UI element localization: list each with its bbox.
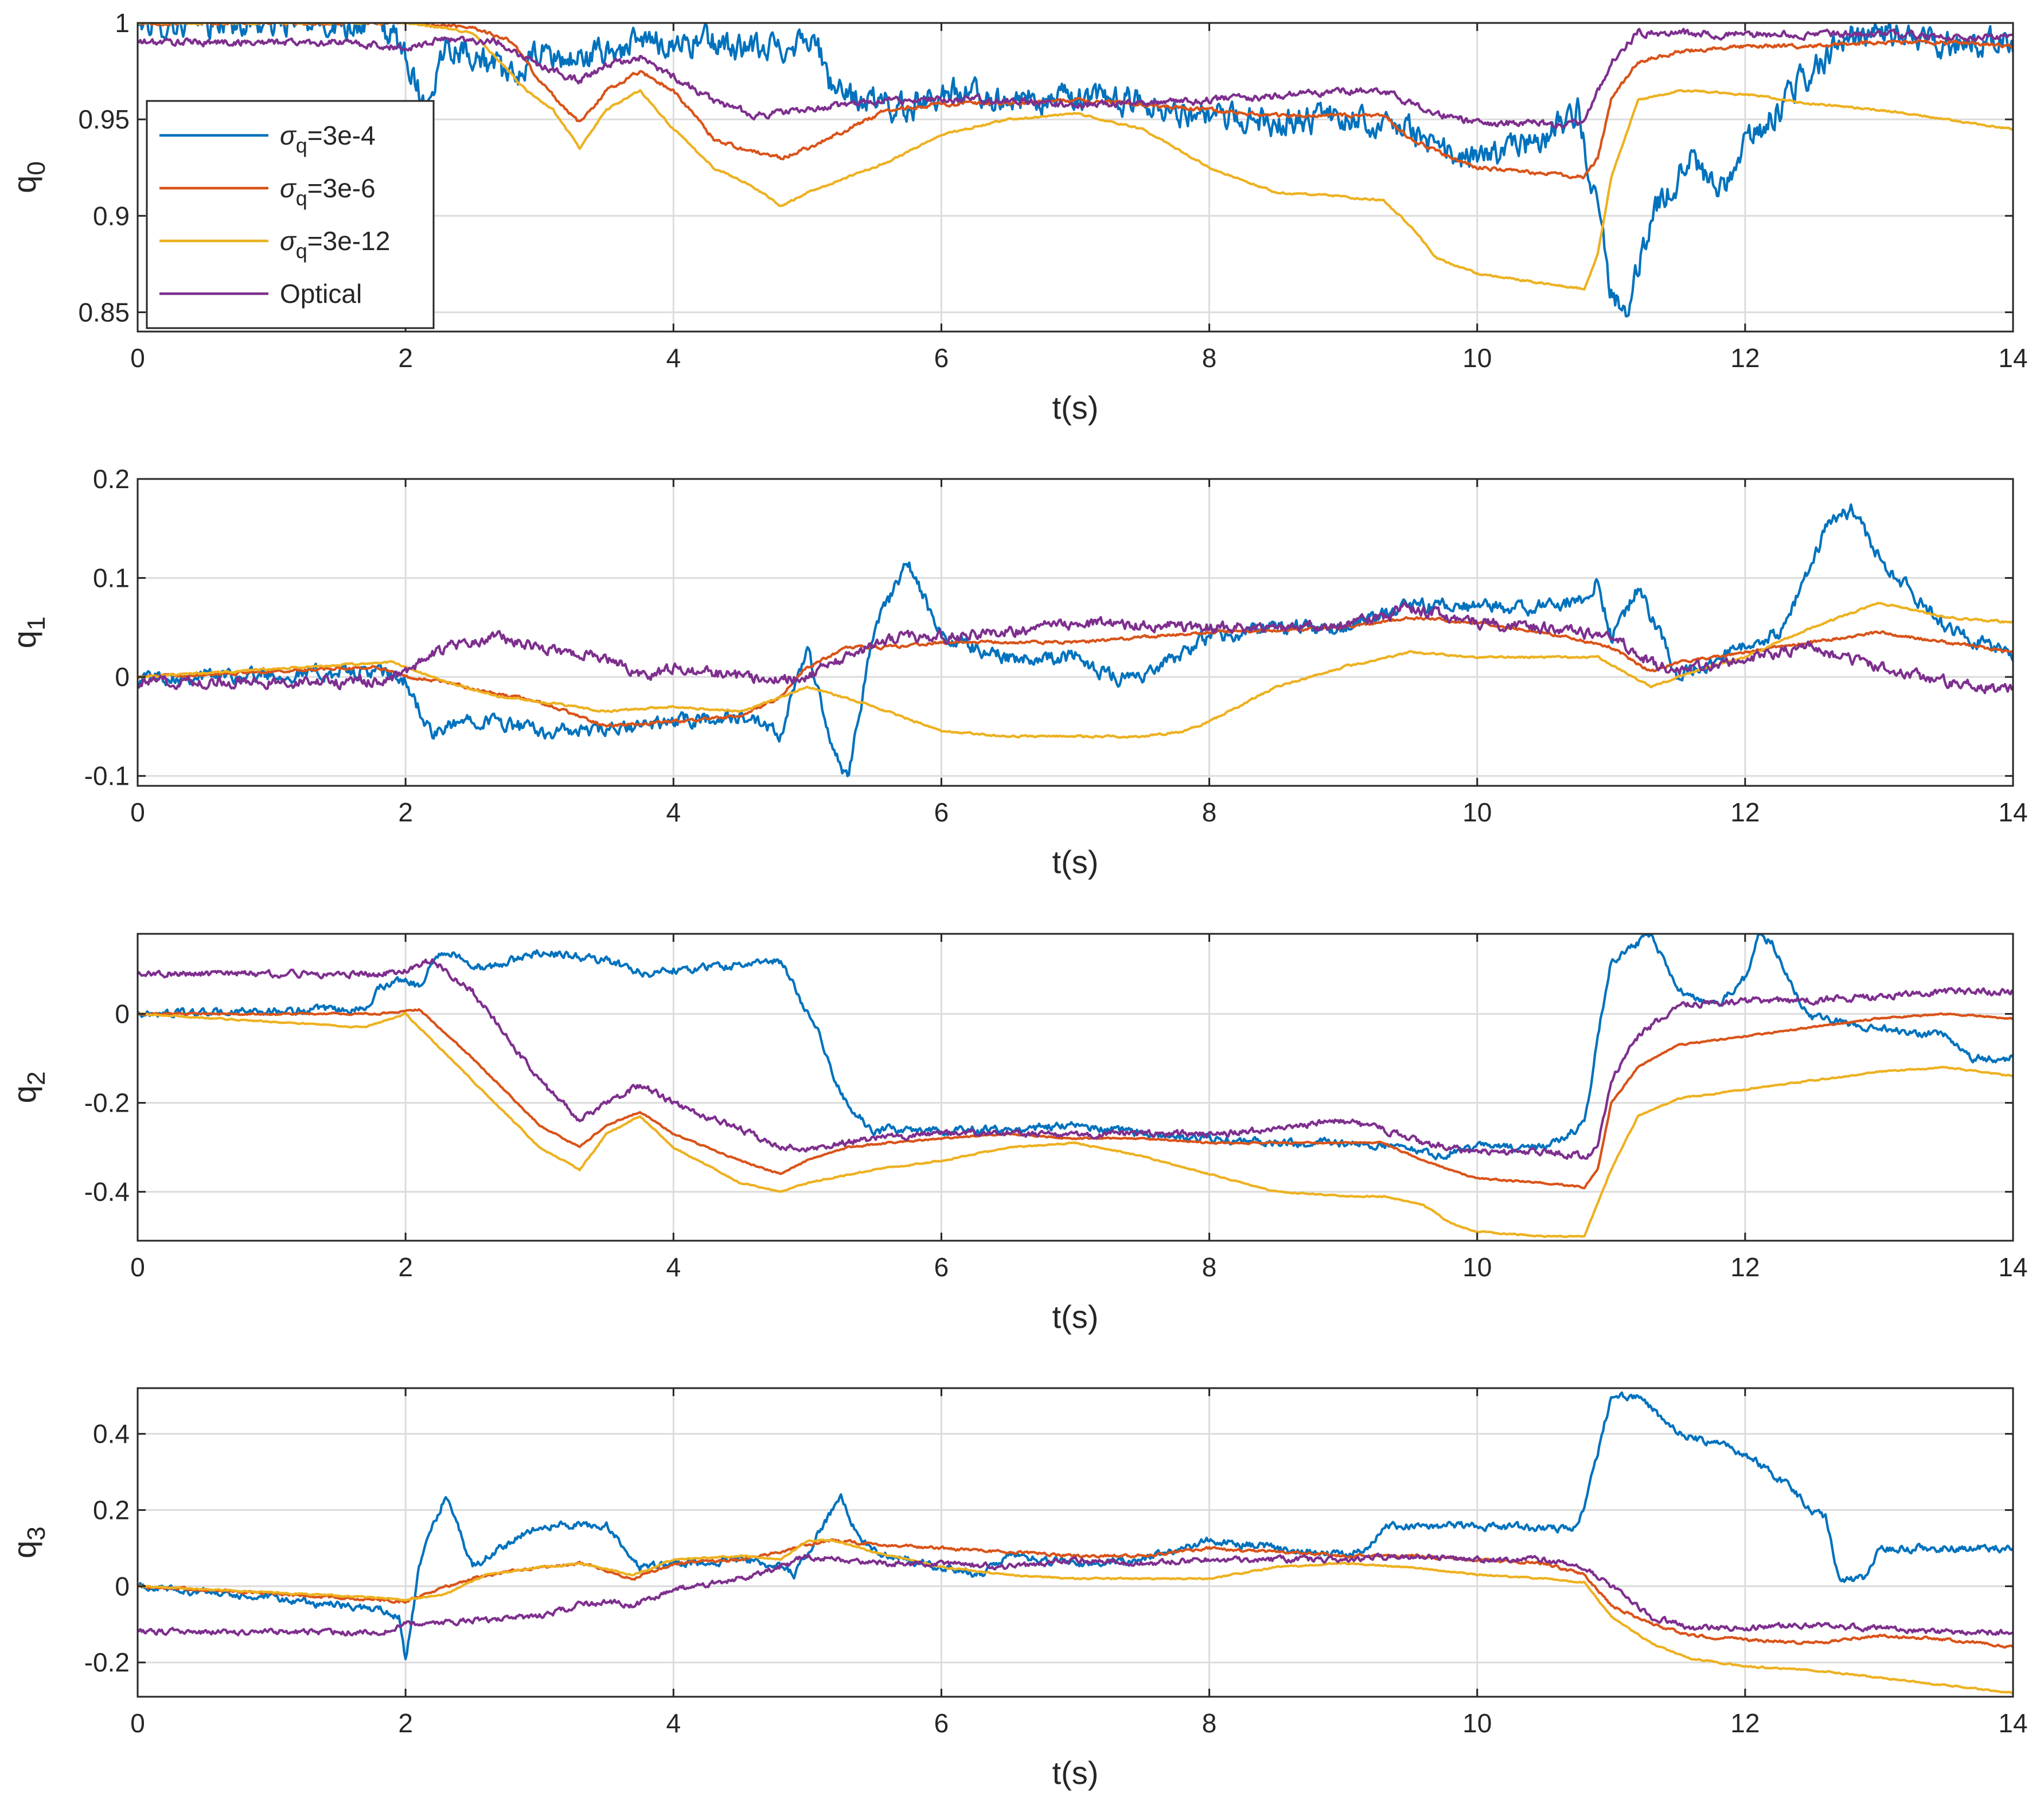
- series-line-optical: [138, 601, 2013, 695]
- y-tick-label: 0.9: [93, 201, 130, 231]
- x-tick-label: 4: [666, 1708, 681, 1738]
- x-tick-label: 12: [1730, 1252, 1760, 1282]
- x-axis-label: t(s): [1052, 1299, 1099, 1335]
- y-tick-label: -0.2: [84, 1647, 130, 1677]
- plot-area: [138, 934, 2013, 1241]
- legend-label: σq=3e-4: [280, 120, 376, 157]
- subplot-q0: 0 2 4 6 8 10 12 140.850.90.951t(s)q0σq=3e-4σq=3…: [6, 8, 2028, 426]
- series-group: [138, 934, 2013, 1238]
- series-group: [138, 1391, 2013, 1694]
- plot-area: [138, 479, 2013, 786]
- subplot-q1: 0 2 4 6 8 10 12 14-0.100.10.2t(s)q1: [6, 464, 2028, 880]
- x-tick-label: 2: [398, 1708, 413, 1738]
- series-line--q-3e-4: [138, 934, 2013, 1160]
- plot-area: [138, 23, 2013, 332]
- x-tick-label: 0: [130, 343, 145, 373]
- y-axis-label: q1: [6, 617, 50, 649]
- y-tick-label: 0.4: [93, 1419, 130, 1449]
- x-axis-label: t(s): [1052, 844, 1099, 880]
- x-tick-label: 6: [934, 343, 949, 373]
- x-tick-label: 12: [1730, 1708, 1760, 1738]
- subplot-q2: 0 2 4 6 8 10 12 14 -0.4 -0.2 0 t(s) q2: [6, 933, 2028, 1335]
- x-tick-label: 14: [1998, 797, 2027, 827]
- y-tick-label: -0.2: [84, 1088, 130, 1118]
- y-tick-label: -0.4: [84, 1177, 130, 1207]
- y-tick-label: 0.2: [93, 464, 130, 494]
- x-tick-label: 0: [130, 1252, 145, 1282]
- x-tick-label: 4: [666, 797, 681, 827]
- series-line--q-3e-12: [138, 1011, 2013, 1238]
- x-tick-label: 8: [1202, 1252, 1217, 1282]
- x-tick-label: 12: [1730, 797, 1760, 827]
- x-tick-label: 14: [1998, 1252, 2027, 1282]
- legend: σq=3e-4 σq=3e-6 σq=3e-12 Optical: [146, 100, 435, 329]
- x-tick-label: 6: [934, 1252, 949, 1282]
- x-tick-label: 4: [666, 343, 681, 373]
- x-tick-label: 2: [398, 343, 413, 373]
- series-line-optical: [138, 1552, 2013, 1637]
- y-tick-label: 0.1: [93, 563, 130, 593]
- x-tick-label: 6: [934, 797, 949, 827]
- x-tick-label: 10: [1462, 343, 1492, 373]
- x-tick-label: 10: [1462, 797, 1492, 827]
- y-axis-label: q0: [6, 161, 50, 193]
- axes-box: [136, 478, 2014, 787]
- plot-area: [138, 1388, 2013, 1697]
- series-line-optical: [138, 958, 2013, 1160]
- axes-box: [136, 1387, 2014, 1698]
- y-axis-label: q3: [6, 1526, 50, 1558]
- y-tick-label: 0.95: [78, 104, 130, 134]
- legend-box: [146, 100, 435, 329]
- x-tick-label: 14: [1998, 343, 2027, 373]
- series-line--q-3e-6: [138, 1008, 2013, 1190]
- y-tick-label: 0: [115, 1571, 130, 1601]
- x-tick-label: 2: [398, 1252, 413, 1282]
- series-line--q-3e-4: [138, 1391, 2013, 1661]
- series-line--q-3e-12: [138, 23, 2013, 291]
- y-tick-label: 0: [115, 999, 130, 1029]
- x-tick-label: 0: [130, 1708, 145, 1738]
- y-axis-label: q2: [6, 1072, 50, 1104]
- series-group: [138, 23, 2013, 318]
- y-tick-label: 0.2: [93, 1495, 130, 1525]
- x-tick-label: 8: [1202, 797, 1217, 827]
- y-tick-label: -0.1: [84, 761, 130, 791]
- x-tick-label: 10: [1462, 1252, 1492, 1282]
- x-tick-label: 4: [666, 1252, 681, 1282]
- x-axis-label: t(s): [1052, 1755, 1099, 1791]
- axes-box: [136, 933, 2014, 1242]
- x-tick-label: 12: [1730, 343, 1760, 373]
- x-tick-label: 0: [130, 797, 145, 827]
- y-tick-label: 0: [115, 662, 130, 692]
- y-tick-label: 0.85: [78, 297, 130, 327]
- axes-box: [136, 22, 2014, 333]
- legend-label: σq=3e-6: [280, 173, 376, 210]
- x-axis-label: t(s): [1052, 389, 1099, 426]
- x-tick-label: 8: [1202, 1708, 1217, 1738]
- series-line--q-3e-12: [138, 1538, 2013, 1694]
- series-line-optical: [138, 28, 2013, 129]
- series-group: [138, 503, 2013, 778]
- y-tick-label: 1: [115, 8, 130, 38]
- x-tick-label: 8: [1202, 343, 1217, 373]
- legend-label: σq=3e-12: [280, 226, 390, 263]
- x-tick-label: 6: [934, 1708, 949, 1738]
- subplot-q3: 0 2 4 6 8 10 12 14 -0.2 0 0.2 0.4 t(s) q3: [6, 1387, 2028, 1791]
- series-line--q-3e-6: [138, 23, 2013, 180]
- legend-label: Optical: [280, 279, 362, 309]
- x-tick-label: 2: [398, 797, 413, 827]
- x-tick-label: 14: [1998, 1708, 2027, 1738]
- x-tick-label: 10: [1462, 1708, 1492, 1738]
